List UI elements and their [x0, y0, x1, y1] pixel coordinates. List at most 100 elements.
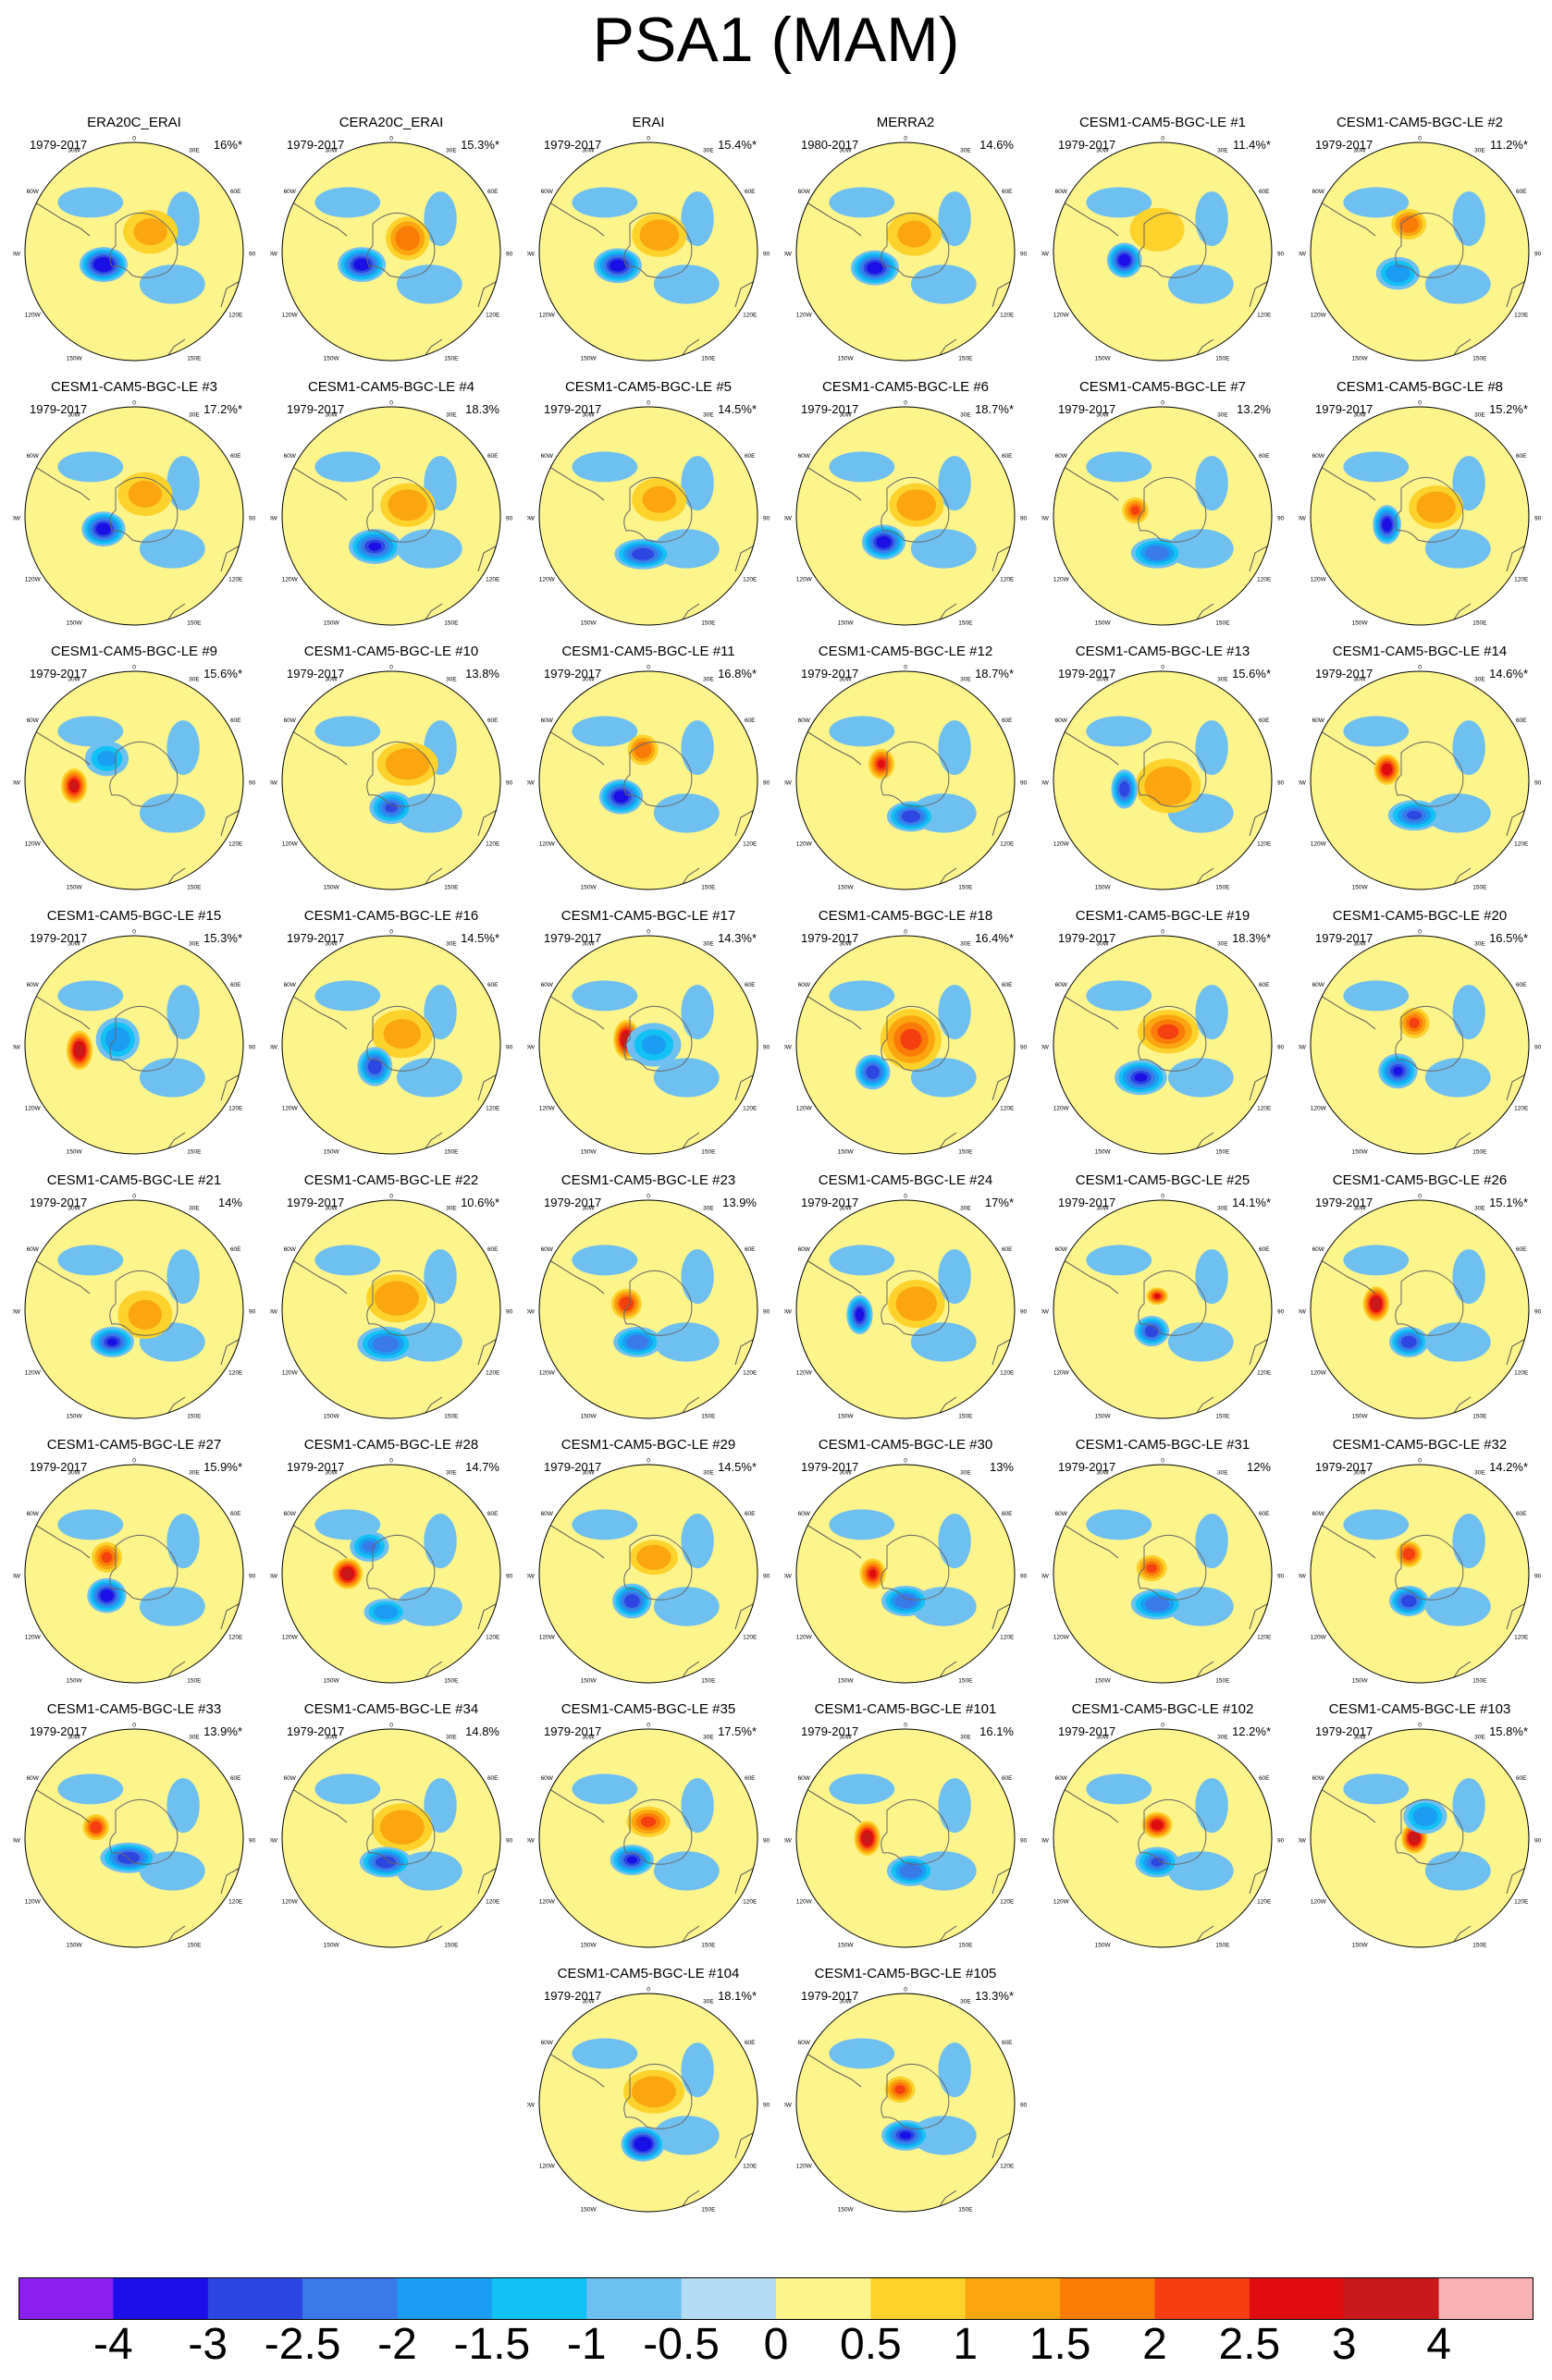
longitude-label: 120W [796, 312, 813, 318]
longitude-label: 0 [132, 664, 136, 670]
longitude-label: 60E [230, 1246, 241, 1253]
longitude-label: 120E [228, 1634, 243, 1640]
longitude-label: 30W [582, 1998, 595, 2005]
panel-variance-explained: 16.8%* [718, 667, 757, 681]
longitude-label: 150W [1095, 1678, 1112, 1685]
map-border [795, 1464, 1016, 1684]
map-field [539, 1200, 758, 1418]
longitude-label: 90E [249, 779, 255, 786]
longitude-label: 150W [838, 1414, 855, 1420]
australia-coastline [992, 278, 1015, 308]
longitude-label: 0 [1161, 135, 1164, 141]
antarctica-coastline [623, 2063, 693, 2129]
panel-variance-explained: 14.5%* [718, 402, 757, 416]
longitude-label: 120W [1311, 1105, 1327, 1111]
longitude-label: 120W [539, 1105, 556, 1111]
longitude-label: 90W [784, 515, 793, 521]
positive-contour [640, 1816, 657, 1827]
negative-contour [356, 261, 367, 269]
positive-contour [900, 1028, 922, 1050]
map-field [1311, 142, 1529, 361]
longitude-label: 120W [796, 2163, 813, 2169]
longitude-label: 60W [27, 189, 40, 195]
longitude-label: 150W [838, 1943, 855, 1949]
map-border [538, 1728, 758, 1948]
colorbar-tick-label: -1 [566, 2320, 607, 2369]
panel-title: CESM1-CAM5-BGC-LE #35 [560, 1701, 736, 1717]
map-border [1310, 935, 1530, 1155]
longitude-label: 150W [581, 1943, 597, 1949]
longitude-label: 90E [249, 1573, 255, 1579]
panel-title: CESM1-CAM5-BGC-LE #9 [50, 644, 218, 659]
longitude-label: 150E [958, 620, 973, 627]
longitude-label: 150W [67, 1149, 83, 1156]
negative-contour [638, 2141, 647, 2148]
polar-map: 030W30E60W60E90W90E120W120E150W150E180 [270, 1722, 512, 1948]
negative-contour [370, 1061, 379, 1072]
longitude-label: 120E [1514, 312, 1529, 318]
panel-variance-explained: 12% [1246, 1460, 1271, 1474]
negative-contour [681, 985, 714, 1040]
longitude-label: 150E [701, 1678, 716, 1685]
longitude-label: 0 [389, 928, 393, 935]
panel-title: CESM1-CAM5-BGC-LE #10 [303, 644, 479, 659]
map-field [25, 671, 243, 889]
panel-period: 1979-2017 [287, 138, 345, 152]
longitude-label: 0 [389, 135, 393, 141]
south-america-coastline [282, 1517, 348, 1559]
longitude-label: 150E [958, 356, 973, 362]
longitude-label: 150W [581, 356, 597, 362]
australia-coastline [1249, 1336, 1272, 1366]
new-zealand-coastline [166, 1925, 186, 1945]
map-border [1310, 670, 1530, 890]
colorbar-tick-label: -4 [93, 2320, 133, 2369]
longitude-label: 30W [839, 411, 852, 418]
panel-title: CERA20C_ERAI [339, 115, 444, 130]
longitude-label: 120E [743, 1105, 758, 1111]
panel-period: 1979-2017 [1058, 1460, 1116, 1474]
antarctica-coastline [1138, 1005, 1207, 1072]
negative-contour [938, 2043, 971, 2098]
longitude-label: 0 [389, 399, 393, 406]
australia-coastline [734, 1072, 758, 1101]
negative-contour [572, 451, 638, 483]
longitude-label: 30E [960, 676, 971, 682]
map-panel: CESM1-CAM5-BGC-LE #11 1979-2017 16.8%* 0 30W… [527, 644, 770, 895]
longitude-label: 120E [1000, 840, 1015, 847]
panel-period: 1979-2017 [544, 402, 602, 416]
longitude-label: 120E [1257, 1898, 1272, 1905]
colorbar-swatch [681, 2277, 777, 2320]
longitude-label: 150E [701, 1414, 716, 1420]
panel-period: 1979-2017 [1315, 1724, 1373, 1738]
longitude-label: 90E [1534, 1573, 1541, 1579]
negative-contour [938, 1249, 971, 1305]
negative-contour [1086, 1509, 1152, 1540]
panel-period: 1979-2017 [544, 138, 602, 152]
longitude-label: 120E [743, 576, 758, 583]
longitude-label: 30E [189, 1734, 200, 1740]
longitude-label: 30E [703, 676, 714, 682]
longitude-label: 150W [324, 620, 340, 627]
colorbar-tick-label: 1.5 [1029, 2320, 1091, 2369]
longitude-label: 30E [1474, 676, 1485, 682]
longitude-label: 90E [249, 1308, 255, 1315]
longitude-label: 0 [1161, 1457, 1164, 1464]
panel-period: 1980-2017 [801, 138, 859, 152]
longitude-label: 120E [743, 840, 758, 847]
longitude-label: 60E [1002, 453, 1013, 460]
longitude-label: 30W [1353, 676, 1366, 682]
panel-period: 1979-2017 [30, 138, 88, 152]
new-zealand-coastline [1451, 1661, 1472, 1681]
longitude-label: 60E [230, 718, 241, 724]
new-zealand-coastline [937, 1396, 957, 1417]
panel-period: 1979-2017 [544, 1724, 602, 1738]
longitude-label: 0 [904, 135, 907, 141]
longitude-label: 60W [798, 718, 811, 724]
panel-title: CESM1-CAM5-BGC-LE #23 [560, 1172, 736, 1188]
longitude-label: 90W [13, 251, 21, 257]
longitude-label: 30E [446, 1734, 457, 1740]
australia-coastline [220, 543, 243, 572]
map-border [795, 1199, 1016, 1419]
antarctica-coastline [1138, 1270, 1207, 1336]
negative-contour [1390, 267, 1406, 279]
